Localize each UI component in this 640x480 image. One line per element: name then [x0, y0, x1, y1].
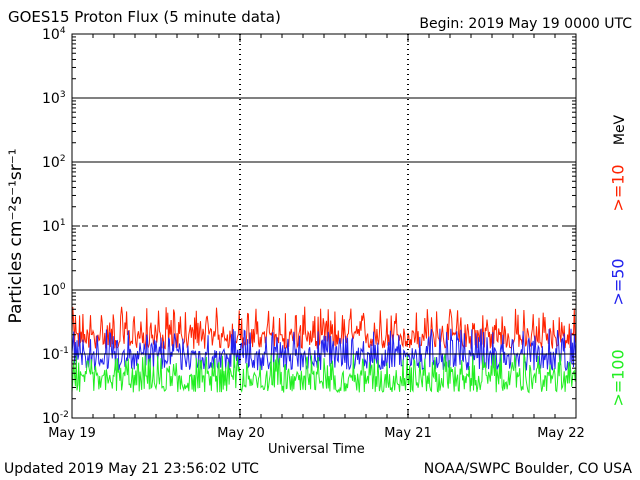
y-tick-label: 10-2: [42, 410, 69, 427]
x-tick-label: May 21: [384, 426, 432, 441]
y-tick-label: 100: [42, 282, 66, 299]
y-tick-label: 102: [42, 154, 66, 171]
series-line-2: [71, 353, 577, 394]
y-tick-label: 101: [42, 218, 66, 235]
y-tick-label: 104: [42, 26, 66, 43]
chart-title: GOES15 Proton Flux (5 minute data): [8, 8, 281, 26]
x-tick-label: May 20: [217, 426, 265, 441]
credit-label: NOAA/SWPC Boulder, CO USA: [423, 461, 632, 477]
begin-label: Begin: 2019 May 19 0000 UTC: [419, 16, 632, 32]
y-tick-label: 103: [42, 90, 66, 107]
x-tick-label: May 19: [48, 426, 96, 441]
x-axis-title: Universal Time: [268, 442, 365, 457]
updated-timestamp: Updated 2019 May 21 23:56:02 UTC: [4, 461, 259, 477]
y-tick-label: 10-1: [42, 346, 69, 363]
x-tick-label: May 22: [537, 426, 585, 441]
